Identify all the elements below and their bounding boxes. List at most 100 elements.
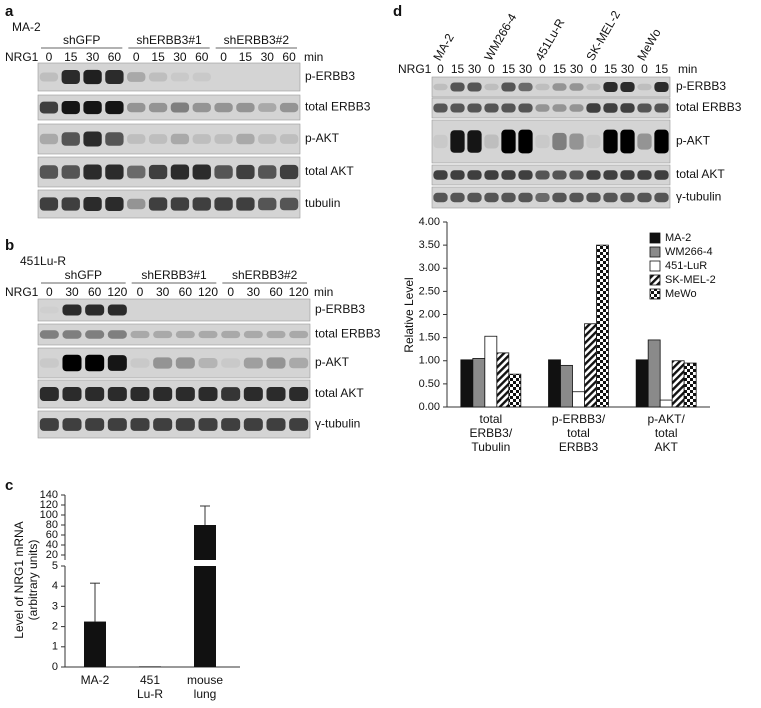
blot-band bbox=[620, 129, 635, 154]
blot-band bbox=[192, 197, 211, 211]
blot-band bbox=[170, 164, 190, 180]
time-label: 15 bbox=[553, 62, 567, 76]
blot-band bbox=[153, 357, 173, 369]
blot-band bbox=[586, 134, 601, 149]
blot-band bbox=[552, 170, 567, 180]
blot-band bbox=[105, 197, 124, 211]
blot-band bbox=[62, 354, 82, 372]
blot-band bbox=[236, 133, 255, 145]
blot-band bbox=[85, 387, 105, 401]
y-tick-label: 1.50 bbox=[419, 332, 440, 344]
legend-label: 451-LuR bbox=[665, 260, 707, 272]
y-tick-label: 5 bbox=[52, 560, 58, 572]
blot-band bbox=[603, 103, 618, 113]
cell-line: WM266-4 bbox=[481, 11, 519, 63]
row-label: total AKT bbox=[676, 167, 725, 181]
row-label: γ-tubulin bbox=[676, 190, 721, 204]
blot-band bbox=[170, 133, 190, 145]
row-label: p-AKT bbox=[305, 131, 340, 145]
time-label: 30 bbox=[468, 62, 482, 76]
blot-band bbox=[148, 134, 168, 144]
time-label: 15 bbox=[64, 50, 78, 64]
y-axis-label: Relative Level bbox=[402, 277, 416, 352]
blot-band bbox=[105, 70, 124, 84]
blot-band bbox=[654, 192, 669, 203]
blot-band bbox=[637, 83, 652, 91]
blot-band bbox=[501, 103, 516, 113]
blot-band bbox=[83, 69, 102, 85]
blot-band bbox=[148, 197, 168, 211]
time-label: 0 bbox=[539, 62, 546, 76]
blot-band bbox=[484, 170, 499, 180]
blot-band bbox=[552, 132, 567, 151]
x-tick-label: 451 bbox=[140, 673, 160, 687]
blot-band bbox=[62, 304, 82, 316]
blot-band bbox=[258, 197, 277, 211]
blot-band bbox=[433, 103, 448, 113]
x-tick-label: lung bbox=[194, 687, 217, 701]
blot-strip bbox=[37, 410, 311, 439]
y-tick-label: 0 bbox=[52, 661, 58, 673]
x-tick-label: Lu-R bbox=[137, 687, 163, 701]
blot-band bbox=[175, 387, 195, 401]
group-label: shERBB3#2 bbox=[224, 33, 290, 47]
time-label: 0 bbox=[641, 62, 648, 76]
bar bbox=[484, 335, 498, 408]
time-label: 0 bbox=[137, 285, 144, 299]
cell-line: MA-2 bbox=[430, 31, 457, 63]
blot-band bbox=[586, 83, 601, 91]
blot-band bbox=[586, 192, 601, 203]
blot-band bbox=[501, 170, 516, 180]
blot-band bbox=[552, 192, 567, 203]
time-label: 15 bbox=[151, 50, 165, 64]
blot-band bbox=[535, 83, 550, 91]
blot-band bbox=[61, 197, 80, 211]
cell-line: 451Lu-R bbox=[20, 254, 66, 268]
blot-band bbox=[61, 100, 80, 115]
blot-band bbox=[221, 330, 241, 339]
blot-band bbox=[175, 330, 195, 339]
blot-band bbox=[153, 418, 173, 431]
blot-band bbox=[450, 103, 465, 113]
blot-band bbox=[243, 418, 263, 431]
blot-band bbox=[518, 170, 533, 180]
blot-band bbox=[518, 129, 533, 154]
blot-band bbox=[39, 133, 59, 145]
blot-band bbox=[62, 387, 82, 401]
x-tick-label: mouse bbox=[187, 673, 223, 687]
time-label: 0 bbox=[220, 50, 227, 64]
time-label: 30 bbox=[570, 62, 584, 76]
unit: min bbox=[304, 50, 323, 64]
row-label: total AKT bbox=[315, 386, 364, 400]
blot-band bbox=[83, 197, 102, 211]
x-tick-label: ERBB3 bbox=[559, 440, 599, 454]
blot-band bbox=[127, 134, 146, 144]
time-label: 30 bbox=[621, 62, 635, 76]
group-label: shGFP bbox=[63, 33, 100, 47]
blot-band bbox=[107, 418, 127, 431]
bar bbox=[671, 360, 685, 408]
blot-band bbox=[433, 134, 448, 149]
group-label: shGFP bbox=[65, 268, 102, 282]
x-tick-label: ERBB3/ bbox=[469, 426, 512, 440]
bar bbox=[596, 244, 609, 408]
blot-band bbox=[83, 100, 102, 115]
blot-band bbox=[467, 192, 482, 203]
blot-band bbox=[603, 82, 618, 92]
time-label: 60 bbox=[108, 50, 122, 64]
blot-band bbox=[266, 387, 286, 401]
time-label: 30 bbox=[247, 285, 261, 299]
blot-band bbox=[214, 102, 233, 113]
blot-strip bbox=[431, 97, 671, 119]
blot-band bbox=[198, 330, 218, 339]
blot-band bbox=[258, 134, 277, 144]
legend-swatch bbox=[649, 274, 661, 286]
bar bbox=[659, 399, 673, 408]
blot-strip bbox=[37, 347, 311, 379]
x-tick-label: total bbox=[655, 426, 678, 440]
blot-band bbox=[127, 102, 146, 113]
bar bbox=[139, 666, 161, 667]
blot-band bbox=[107, 387, 127, 401]
row-label: p-ERBB3 bbox=[315, 302, 365, 316]
